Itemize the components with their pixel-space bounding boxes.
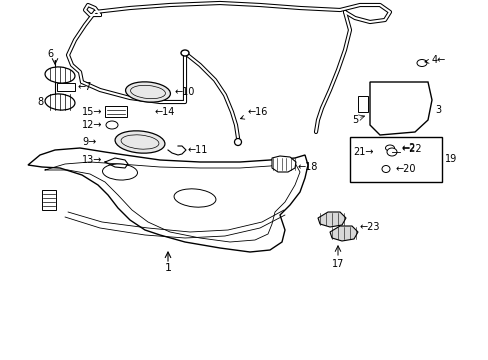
Text: ←7: ←7	[78, 82, 92, 92]
Text: 4←: 4←	[424, 55, 446, 65]
Polygon shape	[317, 212, 346, 227]
Bar	[42, 190, 56, 210]
Text: 15→: 15→	[82, 107, 102, 117]
Ellipse shape	[45, 94, 75, 110]
Text: 8: 8	[37, 97, 43, 107]
Ellipse shape	[102, 164, 137, 180]
Ellipse shape	[386, 148, 396, 156]
Bar	[357, 96, 367, 112]
Text: 1: 1	[164, 263, 171, 273]
Text: 13→: 13→	[82, 155, 102, 165]
Text: ←2: ←2	[401, 143, 415, 153]
Text: ←10: ←10	[175, 87, 195, 97]
Text: 19: 19	[444, 154, 456, 165]
Bar	[57, 83, 75, 91]
Text: ←20: ←20	[395, 164, 416, 174]
Ellipse shape	[130, 85, 165, 99]
Bar	[105, 106, 127, 117]
Text: ←22: ←22	[401, 144, 422, 154]
Polygon shape	[28, 148, 307, 252]
Text: 12→: 12→	[82, 120, 102, 130]
Ellipse shape	[181, 50, 189, 56]
Text: 3: 3	[434, 105, 440, 115]
Polygon shape	[329, 226, 357, 241]
Ellipse shape	[381, 166, 389, 172]
Text: ←23: ←23	[359, 222, 380, 232]
Ellipse shape	[385, 145, 394, 151]
Text: ←14: ←14	[155, 107, 175, 117]
Text: 5: 5	[351, 115, 357, 125]
Ellipse shape	[416, 59, 426, 67]
Ellipse shape	[121, 135, 159, 149]
Text: 9→: 9→	[82, 137, 96, 147]
Bar	[349, 137, 441, 182]
Polygon shape	[369, 82, 431, 135]
Ellipse shape	[106, 121, 118, 129]
Text: 21→: 21→	[352, 147, 373, 157]
Ellipse shape	[125, 82, 170, 102]
Text: 17: 17	[331, 259, 344, 269]
Polygon shape	[271, 156, 295, 172]
Ellipse shape	[174, 189, 216, 207]
Text: ←11: ←11	[187, 145, 208, 155]
Text: ←16: ←16	[240, 107, 268, 119]
Text: 6: 6	[47, 49, 53, 59]
Ellipse shape	[45, 67, 75, 83]
Text: ←18: ←18	[297, 162, 318, 172]
Ellipse shape	[234, 139, 241, 145]
Ellipse shape	[115, 131, 164, 153]
